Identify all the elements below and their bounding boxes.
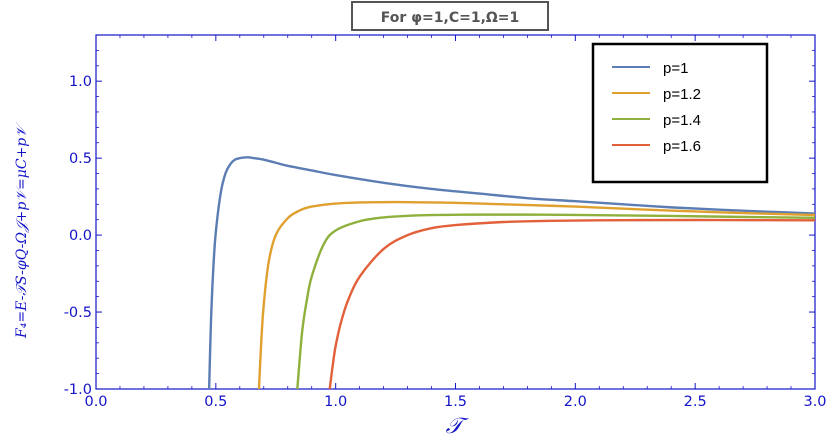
title-frame	[351, 1, 549, 31]
x-tick-label: 1.5	[444, 394, 467, 410]
y-tick-label: 0.5	[69, 151, 92, 167]
x-tick-label: 3.0	[803, 394, 826, 410]
legend-label-p1-4: p=1.4	[663, 112, 701, 129]
x-tick-label: 2.0	[564, 394, 587, 410]
y-tick-label: -0.5	[64, 305, 92, 321]
y-tick-label: 1.0	[69, 74, 92, 90]
series-line-3	[296, 213, 816, 390]
x-tick-label: 1.0	[324, 394, 347, 410]
series-line-1	[207, 156, 816, 390]
legend-label-p1-2: p=1.2	[663, 86, 701, 103]
series-group	[207, 156, 816, 390]
chart-title-box: For φ=1,C=1,Ω=1	[351, 1, 549, 31]
x-axis-title: 𝒯	[446, 414, 470, 436]
legend-label-p1-6: p=1.6	[663, 138, 701, 155]
legend-label-p1: p=1	[663, 60, 688, 77]
chart-title: For φ=1,C=1,Ω=1	[381, 10, 520, 26]
y-tick-label: -1.0	[64, 382, 92, 398]
x-tick-label: 0.5	[204, 394, 227, 410]
y-tick-label: 0.0	[69, 228, 92, 244]
legend: p=1 p=1.2 p=1.4 p=1.6	[591, 42, 769, 184]
axes-group: 0.0 0.5 1.0 1.5 2.0 2.5 3.0 -1.0 -0.5 0.0 0.5 1.0	[64, 34, 827, 410]
y-axis-title: F₄=E-𝒯S-φQ-Ω𝒥+p𝒱=μC+p𝒱	[14, 122, 30, 339]
series-line-4	[328, 218, 816, 390]
series-line-2	[257, 200, 816, 390]
x-tick-label: 2.5	[684, 394, 707, 410]
x-tick-label: 0.0	[84, 394, 107, 410]
